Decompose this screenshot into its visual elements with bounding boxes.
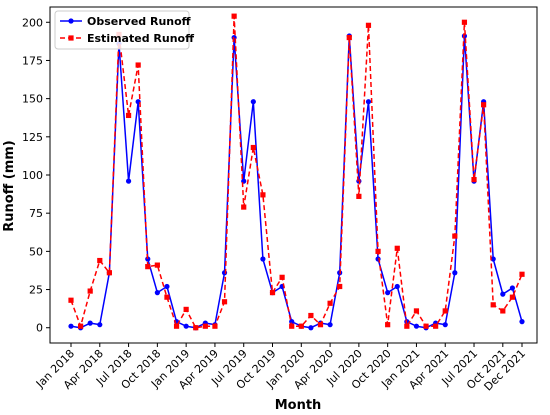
data-point xyxy=(164,294,170,300)
data-point xyxy=(221,299,228,305)
y-tick-label: 50 xyxy=(29,245,43,258)
series-observed-runoff xyxy=(68,33,525,331)
y-tick-label: 200 xyxy=(22,16,43,29)
y-tick-label: 100 xyxy=(22,169,43,182)
data-point xyxy=(260,192,266,198)
data-point xyxy=(231,13,237,19)
data-point xyxy=(519,271,525,277)
data-point xyxy=(135,62,141,68)
data-point xyxy=(385,322,391,328)
data-point xyxy=(500,291,506,297)
data-point xyxy=(337,283,343,290)
legend-marker xyxy=(68,18,74,24)
data-point xyxy=(375,248,381,254)
data-point xyxy=(442,308,448,314)
data-point xyxy=(317,322,324,328)
data-point xyxy=(298,323,304,329)
data-point xyxy=(145,264,151,270)
y-tick-label: 0 xyxy=(36,322,43,335)
data-point xyxy=(385,290,391,296)
y-tick-label: 175 xyxy=(22,54,43,67)
legend-box xyxy=(54,10,190,50)
legend: Observed Runoff Estimated Runoff xyxy=(54,10,194,50)
y-tick-label: 125 xyxy=(22,131,43,144)
data-point xyxy=(481,102,487,108)
data-point xyxy=(145,256,151,262)
data-point xyxy=(87,320,93,326)
data-point xyxy=(250,99,256,105)
series-line xyxy=(70,15,523,329)
data-point xyxy=(308,312,314,319)
data-point xyxy=(490,302,496,308)
data-point xyxy=(77,323,84,329)
data-point xyxy=(125,112,132,119)
data-point xyxy=(423,323,429,329)
data-point xyxy=(289,323,295,329)
data-point xyxy=(413,323,420,329)
data-point xyxy=(442,322,448,328)
data-point xyxy=(356,193,362,199)
data-point xyxy=(279,274,285,280)
series-estimated-runoff xyxy=(68,13,525,331)
data-point xyxy=(509,294,516,300)
data-point xyxy=(212,323,218,329)
data-point xyxy=(68,297,74,303)
y-tick-label: 25 xyxy=(29,284,43,297)
data-point xyxy=(413,308,420,314)
data-point xyxy=(365,99,372,105)
data-point xyxy=(68,323,74,329)
data-point xyxy=(154,262,160,268)
data-point xyxy=(500,308,506,314)
data-point xyxy=(519,319,525,325)
data-point xyxy=(183,306,189,312)
data-point xyxy=(269,290,276,296)
data-point xyxy=(260,256,266,262)
data-point xyxy=(452,233,458,239)
data-point xyxy=(433,323,439,329)
data-point xyxy=(461,19,468,25)
data-point xyxy=(183,323,189,329)
data-point xyxy=(308,325,314,331)
data-point xyxy=(452,270,458,276)
x-axis-label: Month xyxy=(275,398,322,413)
data-point xyxy=(365,22,372,28)
data-point xyxy=(173,323,180,329)
y-axis-label: Runoff (mm) xyxy=(2,140,17,231)
data-point xyxy=(250,144,256,151)
data-point xyxy=(356,178,362,184)
data-point xyxy=(346,34,352,41)
data-point xyxy=(404,323,410,329)
data-point xyxy=(241,204,247,210)
data-point xyxy=(394,245,400,251)
data-point xyxy=(125,178,132,184)
series-layer xyxy=(68,13,525,331)
data-point xyxy=(97,322,103,328)
data-point xyxy=(87,288,93,294)
data-point xyxy=(164,283,170,290)
data-point xyxy=(394,283,400,290)
data-point xyxy=(154,290,160,296)
data-point xyxy=(193,325,199,331)
data-point xyxy=(471,176,477,183)
data-point xyxy=(97,257,103,264)
legend-marker xyxy=(68,35,74,41)
data-point xyxy=(327,300,333,306)
legend-label: Observed Runoff xyxy=(87,15,191,28)
data-point xyxy=(202,323,208,329)
y-tick-label: 75 xyxy=(29,207,43,220)
y-tick-label: 150 xyxy=(22,93,43,106)
data-point xyxy=(221,270,228,276)
data-point xyxy=(509,285,516,291)
legend-label: Estimated Runoff xyxy=(87,32,194,45)
data-point xyxy=(490,256,496,262)
data-point xyxy=(327,322,333,328)
data-point xyxy=(106,270,112,276)
